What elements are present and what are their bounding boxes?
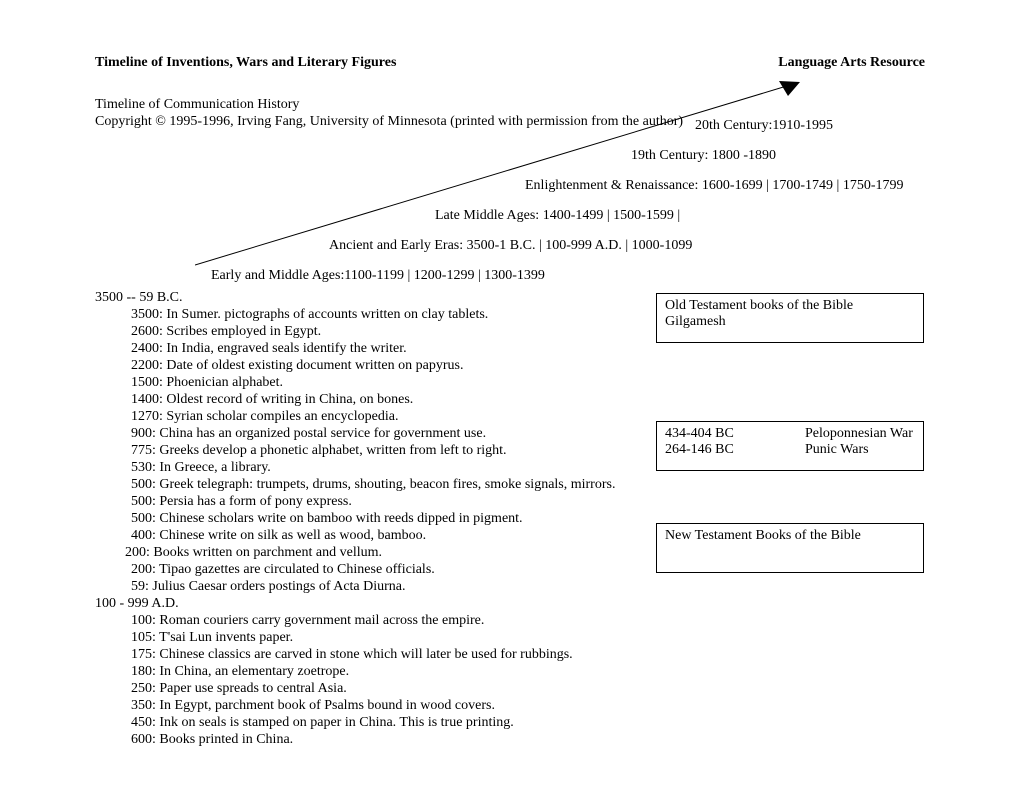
timeline-entry: 500: Greek telegraph: trumpets, drums, s… (95, 477, 925, 493)
title-left: Timeline of Inventions, Wars and Literar… (95, 55, 396, 71)
timeline-entry: 100: Roman couriers carry government mai… (95, 613, 925, 629)
war-date: 264-146 BC (665, 442, 805, 458)
title-right: Language Arts Resource (778, 55, 925, 71)
sidebox-wars: 434-404 BC Peloponnesian War 264-146 BC … (656, 421, 924, 471)
timeline-entry: 105: T'sai Lun invents paper. (95, 630, 925, 646)
sidebox-row: 434-404 BC Peloponnesian War (665, 426, 915, 442)
timeline-entry: 250: Paper use spreads to central Asia. (95, 681, 925, 697)
era-ancient: Ancient and Early Eras: 3500-1 B.C. | 10… (329, 238, 692, 254)
sidebox-row: 264-146 BC Punic Wars (665, 442, 915, 458)
timeline-entry: 2400: In India, engraved seals identify … (95, 341, 925, 357)
war-date: 434-404 BC (665, 426, 805, 442)
period-header-ad: 100 - 999 A.D. (95, 596, 925, 612)
page-header: Timeline of Inventions, Wars and Literar… (95, 55, 925, 71)
timeline-entry: 450: Ink on seals is stamped on paper in… (95, 715, 925, 731)
subtitle: Timeline of Communication History (95, 97, 925, 113)
sidebox-line: Old Testament books of the Bible (665, 298, 915, 314)
war-name: Punic Wars (805, 442, 869, 458)
timeline-content: 3500 -- 59 B.C. 3500: In Sumer. pictogra… (95, 290, 925, 749)
sidebox-new-testament: New Testament Books of the Bible (656, 523, 924, 573)
timeline-entry: 1500: Phoenician alphabet. (95, 375, 925, 391)
timeline-entry: 2200: Date of oldest existing document w… (95, 358, 925, 374)
era-enlightenment: Enlightenment & Renaissance: 1600-1699 |… (525, 178, 904, 194)
sidebox-old-testament: Old Testament books of the Bible Gilgame… (656, 293, 924, 343)
timeline-entry: 59: Julius Caesar orders postings of Act… (95, 579, 925, 595)
timeline-entry: 1400: Oldest record of writing in China,… (95, 392, 925, 408)
timeline-entry: 500: Persia has a form of pony express. (95, 494, 925, 510)
era-20th: 20th Century:1910-1995 (695, 118, 833, 134)
sidebox-line: Gilgamesh (665, 314, 915, 330)
timeline-entry: 350: In Egypt, parchment book of Psalms … (95, 698, 925, 714)
timeline-entry: 175: Chinese classics are carved in ston… (95, 647, 925, 663)
timeline-entry: 600: Books printed in China. (95, 732, 925, 748)
era-early-middle: Early and Middle Ages:1100-1199 | 1200-1… (211, 268, 545, 284)
timeline-entry: 180: In China, an elementary zoetrope. (95, 664, 925, 680)
sidebox-line: New Testament Books of the Bible (665, 528, 915, 544)
era-late-middle: Late Middle Ages: 1400-1499 | 1500-1599 … (435, 208, 680, 224)
era-19th: 19th Century: 1800 -1890 (631, 148, 776, 164)
war-name: Peloponnesian War (805, 426, 913, 442)
